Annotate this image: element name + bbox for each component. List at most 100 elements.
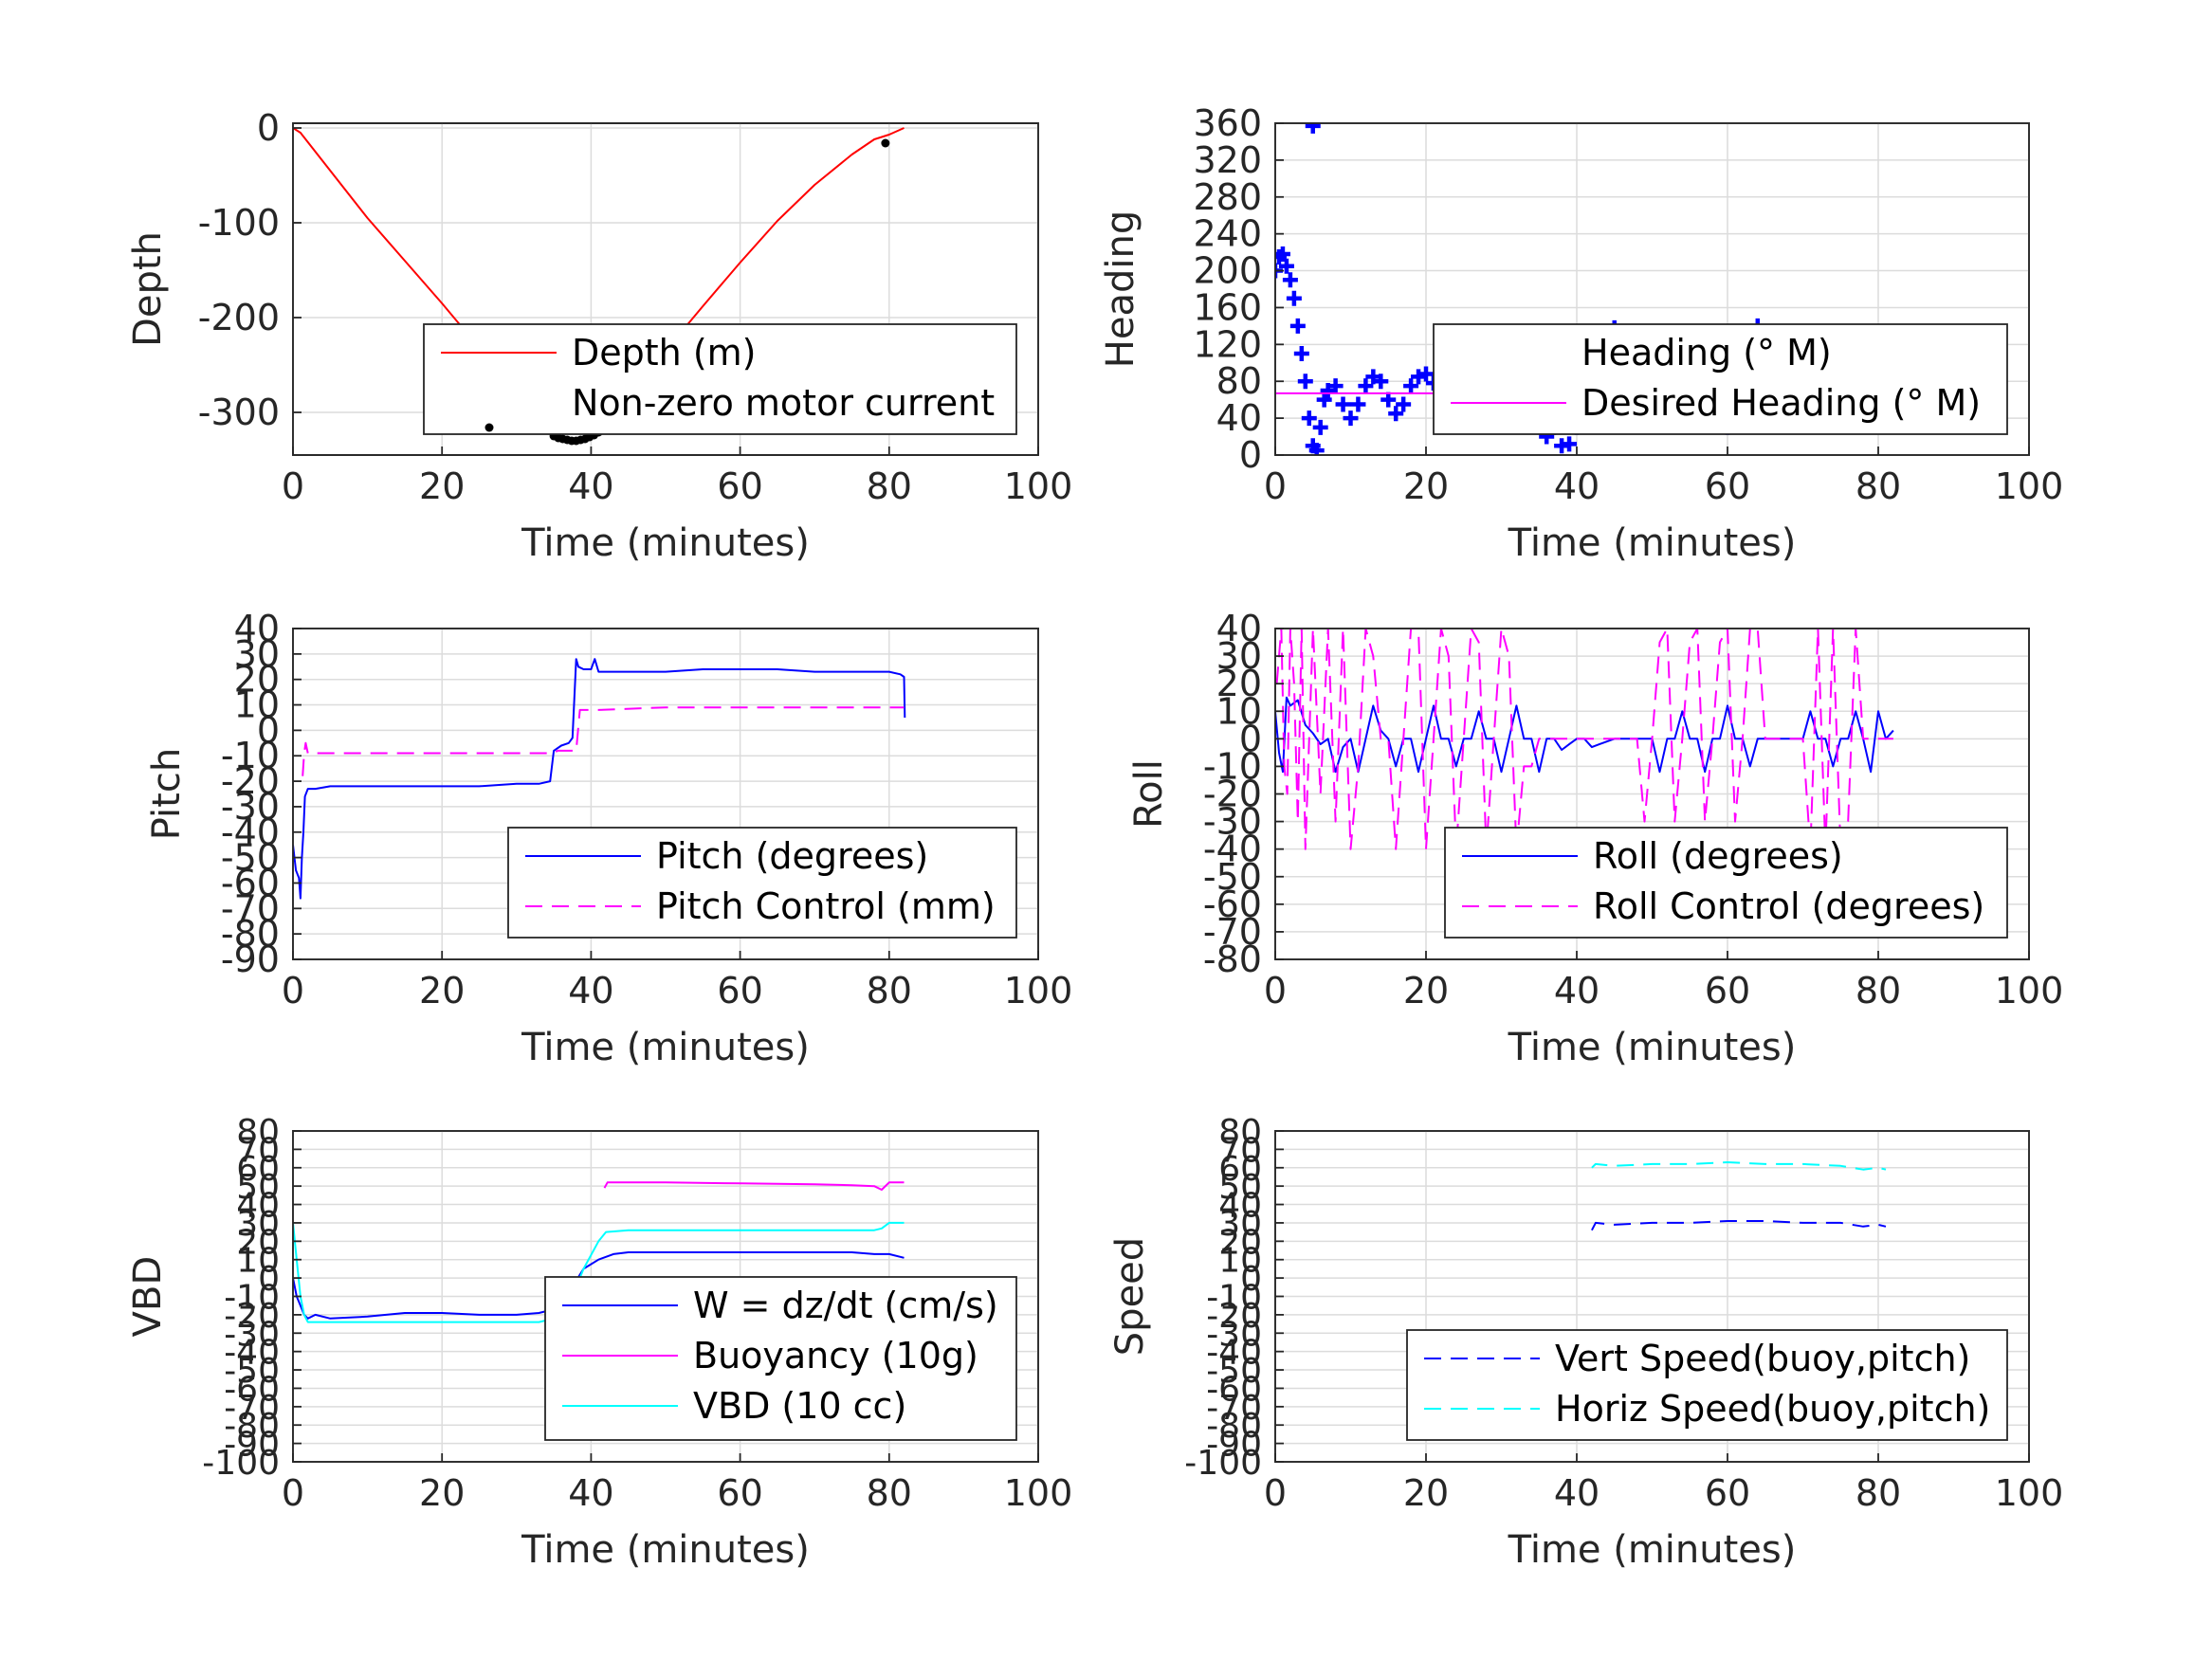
roll-ytick-label: 10 bbox=[1216, 690, 1262, 732]
speed-x-axis-label: Time (minutes) bbox=[1508, 1528, 1797, 1572]
pitch-xtick-label: 40 bbox=[568, 970, 613, 1012]
depth-xtick-label: 100 bbox=[1004, 465, 1073, 507]
vbd-ytick-label: 20 bbox=[236, 1223, 280, 1262]
roll-y-axis-label: Roll bbox=[1127, 759, 1171, 829]
roll-legend-label: Roll Control (degrees) bbox=[1593, 885, 1984, 927]
pitch-legend-label: Pitch Control (mm) bbox=[656, 885, 996, 927]
depth-legend-label: Non-zero motor current bbox=[572, 382, 995, 424]
vbd-legend-box bbox=[544, 1276, 1017, 1441]
roll-ytick-label: -40 bbox=[1203, 829, 1262, 870]
roll-ytick-label: -70 bbox=[1203, 911, 1262, 953]
roll-legend: Roll (degrees) Roll Control (degrees) bbox=[1444, 827, 2008, 939]
speed-xtick-label: 40 bbox=[1554, 1472, 1600, 1514]
vbd-xtick-label: 20 bbox=[419, 1472, 465, 1514]
vbd-xtick-label: 100 bbox=[1004, 1472, 1073, 1514]
vbd-xtick-label: 40 bbox=[568, 1472, 613, 1514]
pitch-series-0 bbox=[293, 658, 906, 900]
roll-ytick-label: 30 bbox=[1216, 635, 1262, 677]
pitch-y-axis-label: Pitch bbox=[145, 748, 189, 840]
heading-ytick-label: 280 bbox=[1193, 176, 1262, 218]
speed-ytick-label: 0 bbox=[1240, 1260, 1262, 1299]
roll-ytick-label: -50 bbox=[1203, 856, 1262, 898]
roll-xtick-label: 100 bbox=[1995, 970, 2064, 1012]
speed-series-line-0 bbox=[1591, 1220, 1887, 1231]
speed-ytick-label: 40 bbox=[1218, 1187, 1262, 1226]
vbd-ytick-label: -20 bbox=[224, 1297, 280, 1336]
heading-marker bbox=[1275, 246, 1290, 263]
vbd-ytick-label: 50 bbox=[236, 1168, 280, 1207]
heading-ytick-label: 200 bbox=[1193, 250, 1262, 292]
depth-ytick-label: -100 bbox=[198, 202, 280, 244]
heading-legend-label: Heading (° M) bbox=[1581, 332, 1832, 374]
pitch-ytick-label: -40 bbox=[221, 811, 280, 853]
pitch-ytick-label: -30 bbox=[221, 786, 280, 828]
vbd-ytick-label: -50 bbox=[224, 1352, 280, 1391]
heading-marker bbox=[1373, 374, 1389, 390]
vbd-legend-label: W = dz/dt (cm/s) bbox=[693, 1285, 998, 1326]
speed-ytick-label: 20 bbox=[1218, 1223, 1262, 1262]
pitch-ytick-label: -50 bbox=[221, 837, 280, 879]
heading-marker bbox=[1312, 419, 1328, 435]
roll-xtick-label: 20 bbox=[1403, 970, 1449, 1012]
vbd-ytick-label: -80 bbox=[224, 1407, 280, 1446]
depth-x-axis-label: Time (minutes) bbox=[521, 521, 810, 565]
speed-series-1 bbox=[1591, 1161, 1887, 1171]
speed-xtick-label: 60 bbox=[1705, 1472, 1750, 1514]
heading-marker bbox=[1278, 258, 1294, 274]
pitch-ytick-label: 30 bbox=[234, 633, 280, 675]
heading-xtick-label: 40 bbox=[1554, 465, 1600, 507]
heading-x-axis-label: Time (minutes) bbox=[1508, 521, 1797, 565]
vbd-ytick-label: -60 bbox=[224, 1370, 280, 1409]
vbd-ytick-label: 80 bbox=[236, 1113, 280, 1152]
speed-ytick-label: -70 bbox=[1206, 1389, 1262, 1428]
pitch-xtick-label: 20 bbox=[419, 970, 465, 1012]
heading-marker bbox=[1297, 374, 1313, 390]
speed-ytick-label: -80 bbox=[1206, 1407, 1262, 1446]
vbd-y-axis-label: VBD bbox=[126, 1256, 170, 1338]
vbd-ytick-label: -100 bbox=[202, 1444, 280, 1483]
heading-xtick-label: 0 bbox=[1264, 465, 1287, 507]
pitch-legend-box bbox=[507, 827, 1017, 939]
heading-marker bbox=[1343, 410, 1359, 427]
depth-xtick-label: 0 bbox=[282, 465, 304, 507]
roll-ytick-label: 20 bbox=[1216, 663, 1262, 704]
speed-ytick-label: 70 bbox=[1218, 1131, 1262, 1170]
heading-marker bbox=[1316, 392, 1332, 408]
roll-ytick-label: -60 bbox=[1203, 884, 1262, 925]
pitch-ytick-label: 20 bbox=[234, 659, 280, 701]
heading-marker bbox=[1396, 396, 1412, 412]
heading-marker bbox=[1335, 396, 1351, 412]
depth-xtick-label: 40 bbox=[568, 465, 613, 507]
pitch-legend-label: Pitch (degrees) bbox=[656, 835, 928, 877]
depth-point bbox=[881, 138, 890, 148]
pitch-ytick-label: 0 bbox=[257, 709, 280, 751]
speed-ytick-label: -20 bbox=[1206, 1297, 1262, 1336]
vbd-legend-label: VBD (10 cc) bbox=[693, 1385, 906, 1427]
speed-series-line-1 bbox=[1591, 1161, 1887, 1171]
heading-axes-frame bbox=[1274, 122, 2030, 456]
depth-xtick-label: 60 bbox=[717, 465, 762, 507]
heading-marker bbox=[1327, 378, 1344, 394]
pitch-series-line-1 bbox=[302, 706, 905, 776]
speed-ytick-label: 10 bbox=[1218, 1242, 1262, 1281]
speed-ytick-label: 30 bbox=[1218, 1205, 1262, 1244]
heading-marker bbox=[1388, 406, 1404, 422]
depth-legend-label: Depth (m) bbox=[572, 332, 757, 374]
heading-marker bbox=[1301, 410, 1317, 427]
heading-marker bbox=[1380, 392, 1397, 408]
depth-series-1 bbox=[549, 138, 890, 446]
vbd-series-1 bbox=[603, 1181, 905, 1191]
depth-y-axis-label: Depth bbox=[126, 231, 170, 347]
roll-ytick-label: 40 bbox=[1216, 608, 1262, 649]
heading-marker bbox=[1305, 123, 1321, 134]
roll-xtick-label: 60 bbox=[1705, 970, 1750, 1012]
pitch-ytick-label: -10 bbox=[221, 735, 280, 776]
heading-marker bbox=[1293, 346, 1309, 362]
speed-legend-label: Vert Speed(buoy,pitch) bbox=[1555, 1338, 1970, 1379]
heading-legend-label: Desired Heading (° M) bbox=[1581, 382, 1981, 424]
heading-marker bbox=[1286, 290, 1302, 306]
speed-ytick-label: -60 bbox=[1206, 1370, 1262, 1409]
roll-legend-box bbox=[1444, 827, 2008, 939]
vbd-ytick-label: 60 bbox=[236, 1150, 280, 1189]
